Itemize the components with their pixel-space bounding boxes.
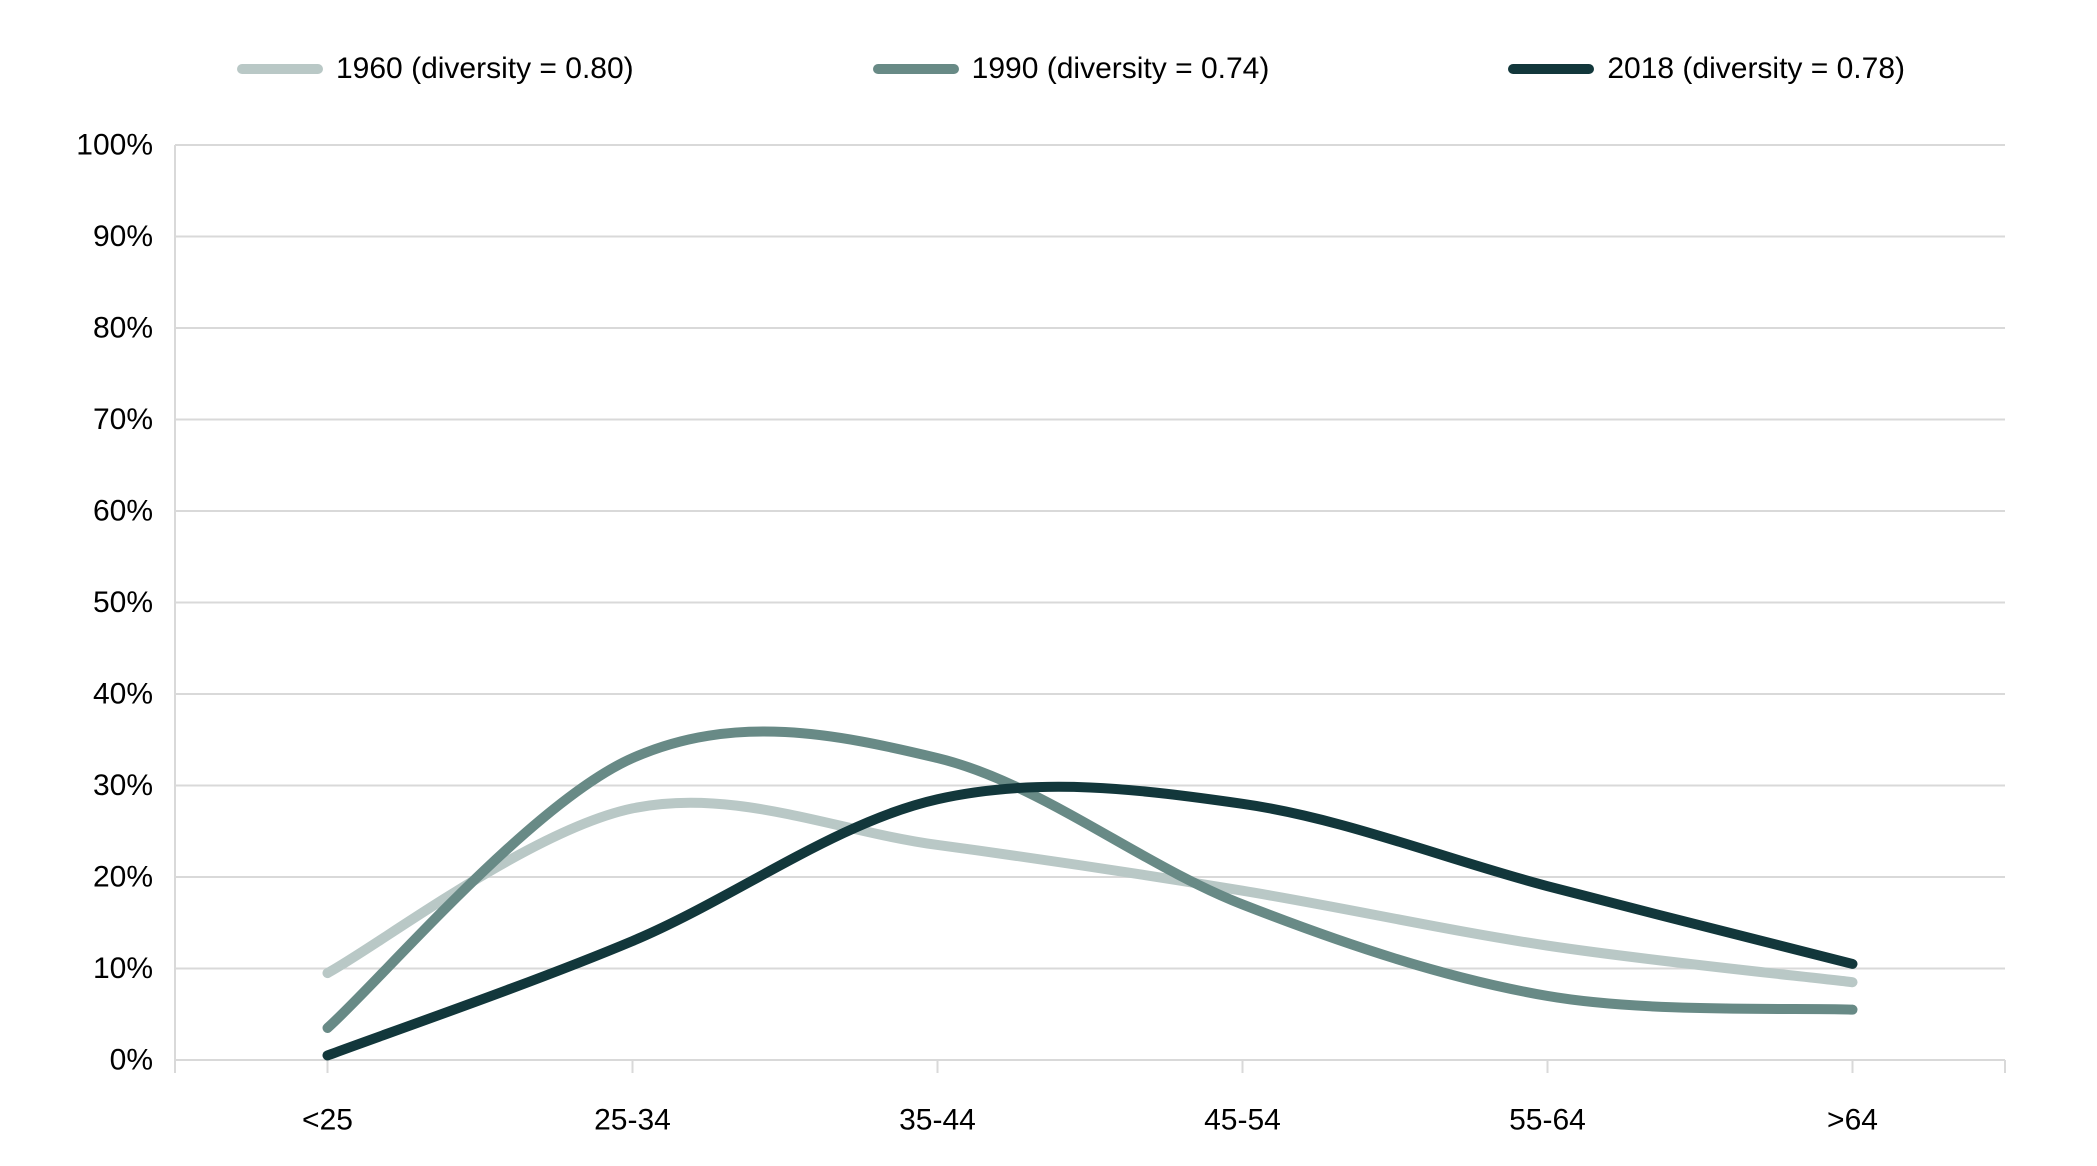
y-tick-label: 60%: [93, 495, 153, 528]
y-tick-label: 70%: [93, 403, 153, 436]
series-line-2: [322, 781, 1858, 1061]
y-tick-label: 80%: [93, 312, 153, 345]
x-tick-label: <25: [302, 1104, 353, 1137]
x-tick-label: 25-34: [594, 1104, 671, 1137]
series-line-1: [322, 726, 1858, 1033]
legend-label: 2018 (diversity = 0.78): [1607, 52, 1905, 85]
y-tick-label: 40%: [93, 678, 153, 711]
legend-item-1: 1990 (diversity = 0.74): [872, 52, 1270, 86]
legend-label: 1960 (diversity = 0.80): [336, 52, 634, 85]
y-tick-label: 20%: [93, 861, 153, 894]
series-line-0: [322, 797, 1858, 988]
legend-line-swatch: [237, 64, 323, 74]
y-tick-label: 30%: [93, 769, 153, 802]
legend-item-2: 2018 (diversity = 0.78): [1508, 52, 1905, 86]
x-tick-label: >64: [1827, 1104, 1878, 1137]
y-tick-label: 50%: [93, 586, 153, 619]
legend-line-swatch: [872, 64, 959, 74]
legend-label: 1990 (diversity = 0.74): [971, 52, 1270, 85]
y-tick-label: 10%: [93, 952, 153, 985]
y-tick-label: 100%: [76, 129, 153, 162]
chart-legend: 1960 (diversity = 0.80) 1990 (diversity =…: [237, 52, 1905, 86]
x-tick-label: 45-54: [1204, 1104, 1281, 1137]
x-tick-label: 55-64: [1509, 1104, 1586, 1137]
legend-item-0: 1960 (diversity = 0.80): [237, 52, 634, 86]
y-tick-label: 90%: [93, 220, 153, 253]
x-tick-label: 35-44: [899, 1104, 976, 1137]
legend-line-swatch: [1508, 64, 1595, 74]
y-tick-label: 0%: [110, 1044, 153, 1077]
